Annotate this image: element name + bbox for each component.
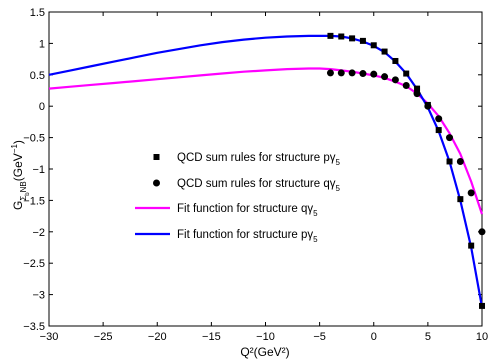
data-point-circle (348, 69, 356, 77)
data-point-square (414, 85, 421, 92)
data-point-circle (402, 81, 410, 89)
y-tick-label: −2.5 (23, 258, 45, 270)
data-point-square (381, 48, 388, 55)
series-line (48, 67, 484, 215)
data-point-circle (381, 73, 389, 81)
y-tick-label: 0 (39, 101, 45, 113)
y-axis-label-unit-close: ) (11, 140, 25, 144)
y-axis-label-main: G (11, 201, 25, 210)
y-axis-label-sub2: NB (19, 181, 28, 192)
legend-label: QCD sum rules for structure pγ5 (177, 152, 340, 167)
y-tick-label: 1.5 (30, 7, 45, 19)
y-tick-label: −0.5 (23, 133, 45, 145)
svg-text:GΣbNB(GeV−1): GΣbNB(GeV−1) (10, 140, 31, 210)
data-point-circle (435, 115, 443, 123)
axis-ticks: −30 −25 −20 −15 −10 −5 0 5 10 1.5 1 0.5 0 −0.5 −1 −1.5 −… (23, 7, 488, 343)
data-point-square (392, 57, 399, 64)
legend-label: QCD sum rules for structure qγ5 (177, 178, 340, 193)
data-point-square (435, 127, 442, 134)
y-axis-label-sub: Σ (19, 196, 28, 201)
x-tick-label: −20 (148, 331, 167, 343)
data-point-circle (424, 102, 432, 110)
y-axis-label: GΣbNB(GeV−1) (10, 140, 31, 210)
y-tick-label: −2 (32, 227, 45, 239)
x-axis-label: Q²(GeV²) (240, 345, 289, 359)
y-tick-label: −1.5 (23, 195, 45, 207)
data-point-square (457, 196, 464, 203)
data-point-circle (413, 90, 421, 98)
data-point-circle (359, 70, 367, 78)
y-axis-label-unit: (GeV (11, 153, 25, 181)
data-point-square (370, 42, 377, 49)
data-point-square (359, 37, 366, 44)
y-tick-label: −3 (32, 290, 45, 302)
legend: QCD sum rules for structure pγ5 QCD sum r… (135, 152, 340, 244)
data-point-circle (478, 228, 486, 236)
legend-label: Fit function for structure pγ5 (177, 229, 318, 244)
y-axis-label-subsub: b (25, 192, 31, 196)
x-tick-label: −10 (256, 331, 275, 343)
y-axis-label-unit-exp: −1 (10, 144, 19, 154)
data-point-square (338, 33, 345, 40)
data-point-circle (456, 157, 464, 165)
data-point-circle (446, 134, 454, 142)
x-tick-label: 10 (476, 331, 488, 343)
data-point-circle (326, 69, 334, 77)
legend-marker-square (153, 154, 160, 160)
x-tick-label: −25 (94, 331, 113, 343)
legend-marker-circle (153, 179, 160, 187)
data-point-circle (467, 189, 475, 197)
data-point-square (479, 302, 485, 309)
x-tick-label: 5 (425, 331, 431, 343)
data-point-circle (337, 69, 345, 77)
x-tick-label: −15 (202, 331, 221, 343)
x-tick-label: −30 (40, 331, 59, 343)
series-layer (48, 32, 486, 309)
data-point-square (468, 242, 475, 249)
y-tick-label: 1 (39, 38, 45, 50)
plot-area (48, 11, 483, 327)
legend-label: Fit function for structure qγ5 (177, 203, 318, 218)
x-tick-label: −5 (313, 331, 326, 343)
data-point-square (327, 32, 334, 39)
data-point-circle (391, 76, 399, 84)
y-tick-label: −1 (32, 164, 45, 176)
data-point-square (349, 35, 356, 42)
data-point-square (403, 70, 410, 77)
data-point-circle (370, 70, 378, 78)
y-tick-label: −3.5 (23, 321, 45, 333)
x-tick-label: 0 (371, 331, 377, 343)
y-tick-label: 0.5 (30, 70, 45, 82)
data-point-square (446, 158, 453, 165)
